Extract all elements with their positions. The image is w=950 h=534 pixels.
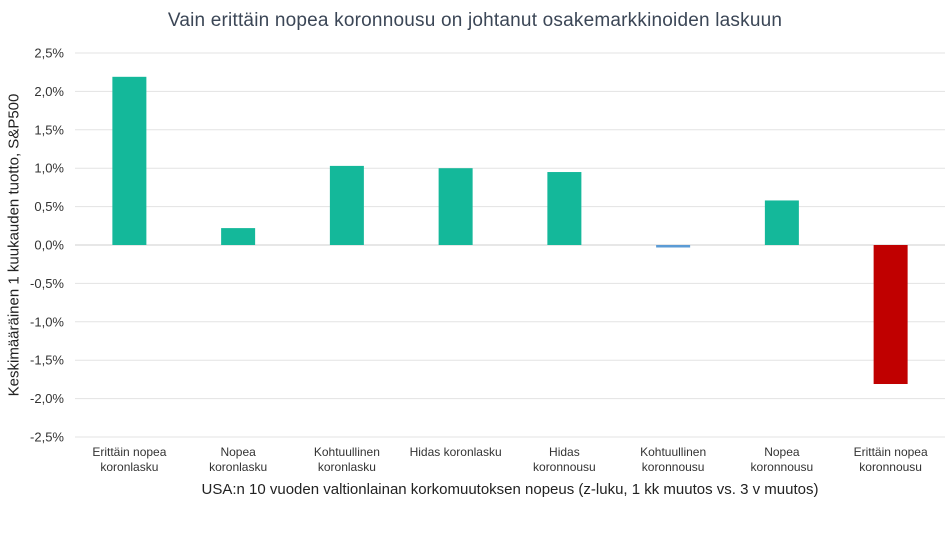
y-tick-label: -1,0% (30, 314, 64, 329)
category-label: Hidas koronlasku (410, 445, 502, 459)
y-tick-label: -2,5% (30, 430, 64, 445)
category-label: Kohtuullinen koronlasku (314, 445, 380, 474)
category-label: Nopea koronnousu (751, 445, 814, 474)
bar (873, 245, 908, 385)
bar (329, 165, 364, 245)
category-labels: Erittäin nopea koronlasku Nopea koronlasku K… (92, 445, 928, 474)
category-label: Kohtuullinen koronnousu (640, 445, 706, 474)
y-tick-label: -1,5% (30, 353, 64, 368)
y-tick-label: 1,5% (34, 122, 64, 137)
bar (112, 76, 147, 245)
bar (656, 245, 691, 248)
bar (547, 172, 582, 245)
bars (112, 76, 908, 385)
y-tick-label: -2,0% (30, 391, 64, 406)
bar (764, 200, 799, 245)
y-tick-labels: 2,5% 2,0% 1,5% 1,0% 0,5% 0,0% -0,5% -1,0% -1,5% -… (30, 46, 64, 445)
y-tick-label: 1,0% (34, 161, 64, 176)
x-axis-label: USA:n 10 vuoden valtionlainan korkomuuto… (201, 481, 819, 498)
category-label: Erittäin nopea koronlasku (92, 445, 166, 474)
chart-title: Vain erittäin nopea koronnousu on johtan… (167, 10, 783, 31)
bar (221, 228, 256, 245)
y-tick-label: 2,0% (34, 84, 64, 99)
category-label: Erittäin nopea koronnousu (854, 445, 928, 474)
bar (438, 168, 473, 245)
category-label: Hidas koronnousu (533, 445, 596, 474)
gridlines (75, 52, 945, 438)
y-tick-label: 2,5% (34, 46, 64, 61)
y-tick-label: -0,5% (30, 276, 64, 291)
y-tick-label: 0,5% (34, 199, 64, 214)
category-label: Nopea koronlasku (209, 445, 267, 474)
y-tick-label: 0,0% (34, 238, 64, 253)
